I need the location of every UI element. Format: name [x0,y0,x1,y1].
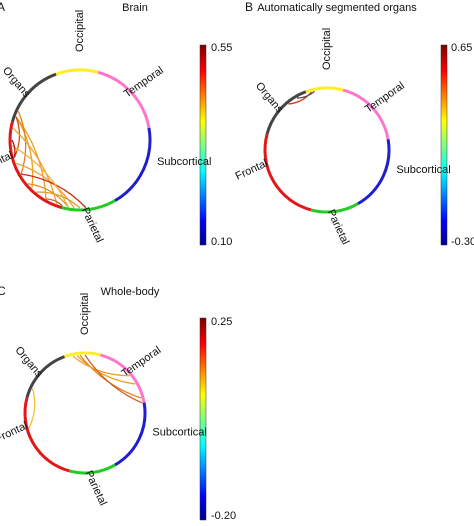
colorbar-max: 0.55 [211,42,232,54]
region-segment [61,199,116,212]
region-label: Frontal [0,420,30,445]
connection-arc [27,183,69,208]
connection-arc [15,162,75,209]
region-label: Parietal [325,208,352,247]
colorbar-min: -0.20 [211,510,236,522]
region-segment [114,402,147,467]
region-label: Parietal [82,469,109,508]
region-label: Temporal [363,80,407,116]
connection-arc [28,388,36,429]
connection-arc [72,355,130,377]
region-label: Occipital [74,10,86,52]
region-segment [25,355,66,398]
colorbar [199,44,207,246]
connection-arc [11,139,16,158]
region-segment [263,133,312,212]
region-segment [114,127,152,202]
region-segment [69,463,116,475]
colorbar-min: -0.300 [451,236,474,248]
region-segment [357,138,391,205]
colorbar-min: 0.10 [211,236,232,248]
region-label: Temporal [122,64,166,100]
connection-arc [15,116,34,189]
region-segment [10,72,57,123]
region-segment [305,86,344,94]
connection-arc [84,354,143,404]
panel-label: B [245,0,253,14]
connection-arc [15,116,47,199]
connection-arc [17,111,27,175]
region-label: Parietal [79,206,106,245]
colorbar-max: 0.65 [451,42,472,54]
region-segment [310,202,359,214]
region-label: Subcortical [152,427,206,439]
region-label: Occipital [79,293,91,335]
panel-title: Automatically segmented organs [257,2,417,14]
colorbar [199,317,207,521]
panel-title: Brain [122,2,148,14]
colorbar-max: 0.25 [211,316,232,328]
connection-arc [13,116,21,158]
region-label: Temporal [119,344,163,380]
region-label: Organs [0,65,33,101]
region-segment [8,121,63,210]
connection-arc [288,91,312,105]
connection-arc [36,191,81,209]
region-label: Organs [253,80,286,116]
connection-arc [296,90,315,99]
region-label: Occipital [321,28,333,70]
connection-arc [12,127,58,205]
region-segment [100,353,146,403]
region-label: Subcortical [157,156,211,168]
panel-title: Whole-body [101,286,160,298]
connection-arc [45,198,63,207]
colorbar [440,44,448,246]
panel-label: A [0,0,5,14]
connection-arc [76,355,136,385]
region-segment [23,397,70,473]
region-label: Organs [12,344,45,380]
connection-arc [11,145,69,208]
region-segment [265,90,307,135]
panel-label: C [0,284,6,298]
region-label: Frontal [234,157,270,182]
region-segment [97,70,151,129]
region-label: Subcortical [396,164,450,176]
region-segment [342,88,390,140]
region-segment [63,351,101,359]
region-segment [55,68,99,76]
